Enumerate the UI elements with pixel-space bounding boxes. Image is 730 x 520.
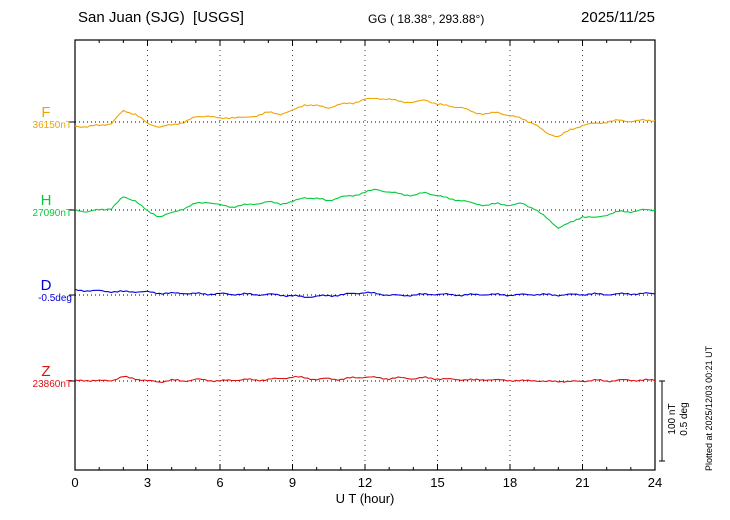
plot-date: 2025/11/25 [581,9,655,26]
channel-label-Z: Z 23860nT [6,364,72,391]
x-tick-label: 6 [216,475,224,490]
scale-bar-label-nt: 100 nT [667,403,678,435]
channel-baseline-value: 27090nT [32,208,72,219]
channel-letter: Z [41,363,51,380]
channel-label-F: F 36150nT [6,105,72,132]
x-tick-label: 0 [71,475,79,490]
x-tick-label: 15 [430,475,445,490]
channel-letter: D [40,277,52,294]
plotted-timestamp: Plotted at 2025/12/03 00:21 UT [704,345,714,471]
channel-baseline-value: -0.5deg [38,293,72,304]
x-tick-label: 3 [143,475,152,490]
channel-label-D: D -0.5deg [6,278,72,305]
channel-letter: H [40,192,52,209]
x-tick-label: 18 [502,475,518,490]
x-tick-label: 9 [288,475,297,490]
channel-baseline-value: 23860nT [32,379,72,390]
channel-baseline-value: 36150nT [32,120,72,131]
x-axis-title: U T (hour) [335,491,395,506]
scale-bar-label-deg: 0.5 deg [678,402,690,436]
x-tick-label: 24 [647,475,663,490]
x-tick-label: 21 [575,475,590,490]
scale-bar-label: 100 nT 0.5 deg [667,376,690,462]
channel-label-H: H 27090nT [6,193,72,220]
station-title: San Juan (SJG) [USGS] [78,9,244,26]
x-tick-label: 12 [357,475,373,490]
geographic-coordinates: GG ( 18.38°, 293.88°) [368,12,485,26]
channel-letter: F [41,104,51,121]
